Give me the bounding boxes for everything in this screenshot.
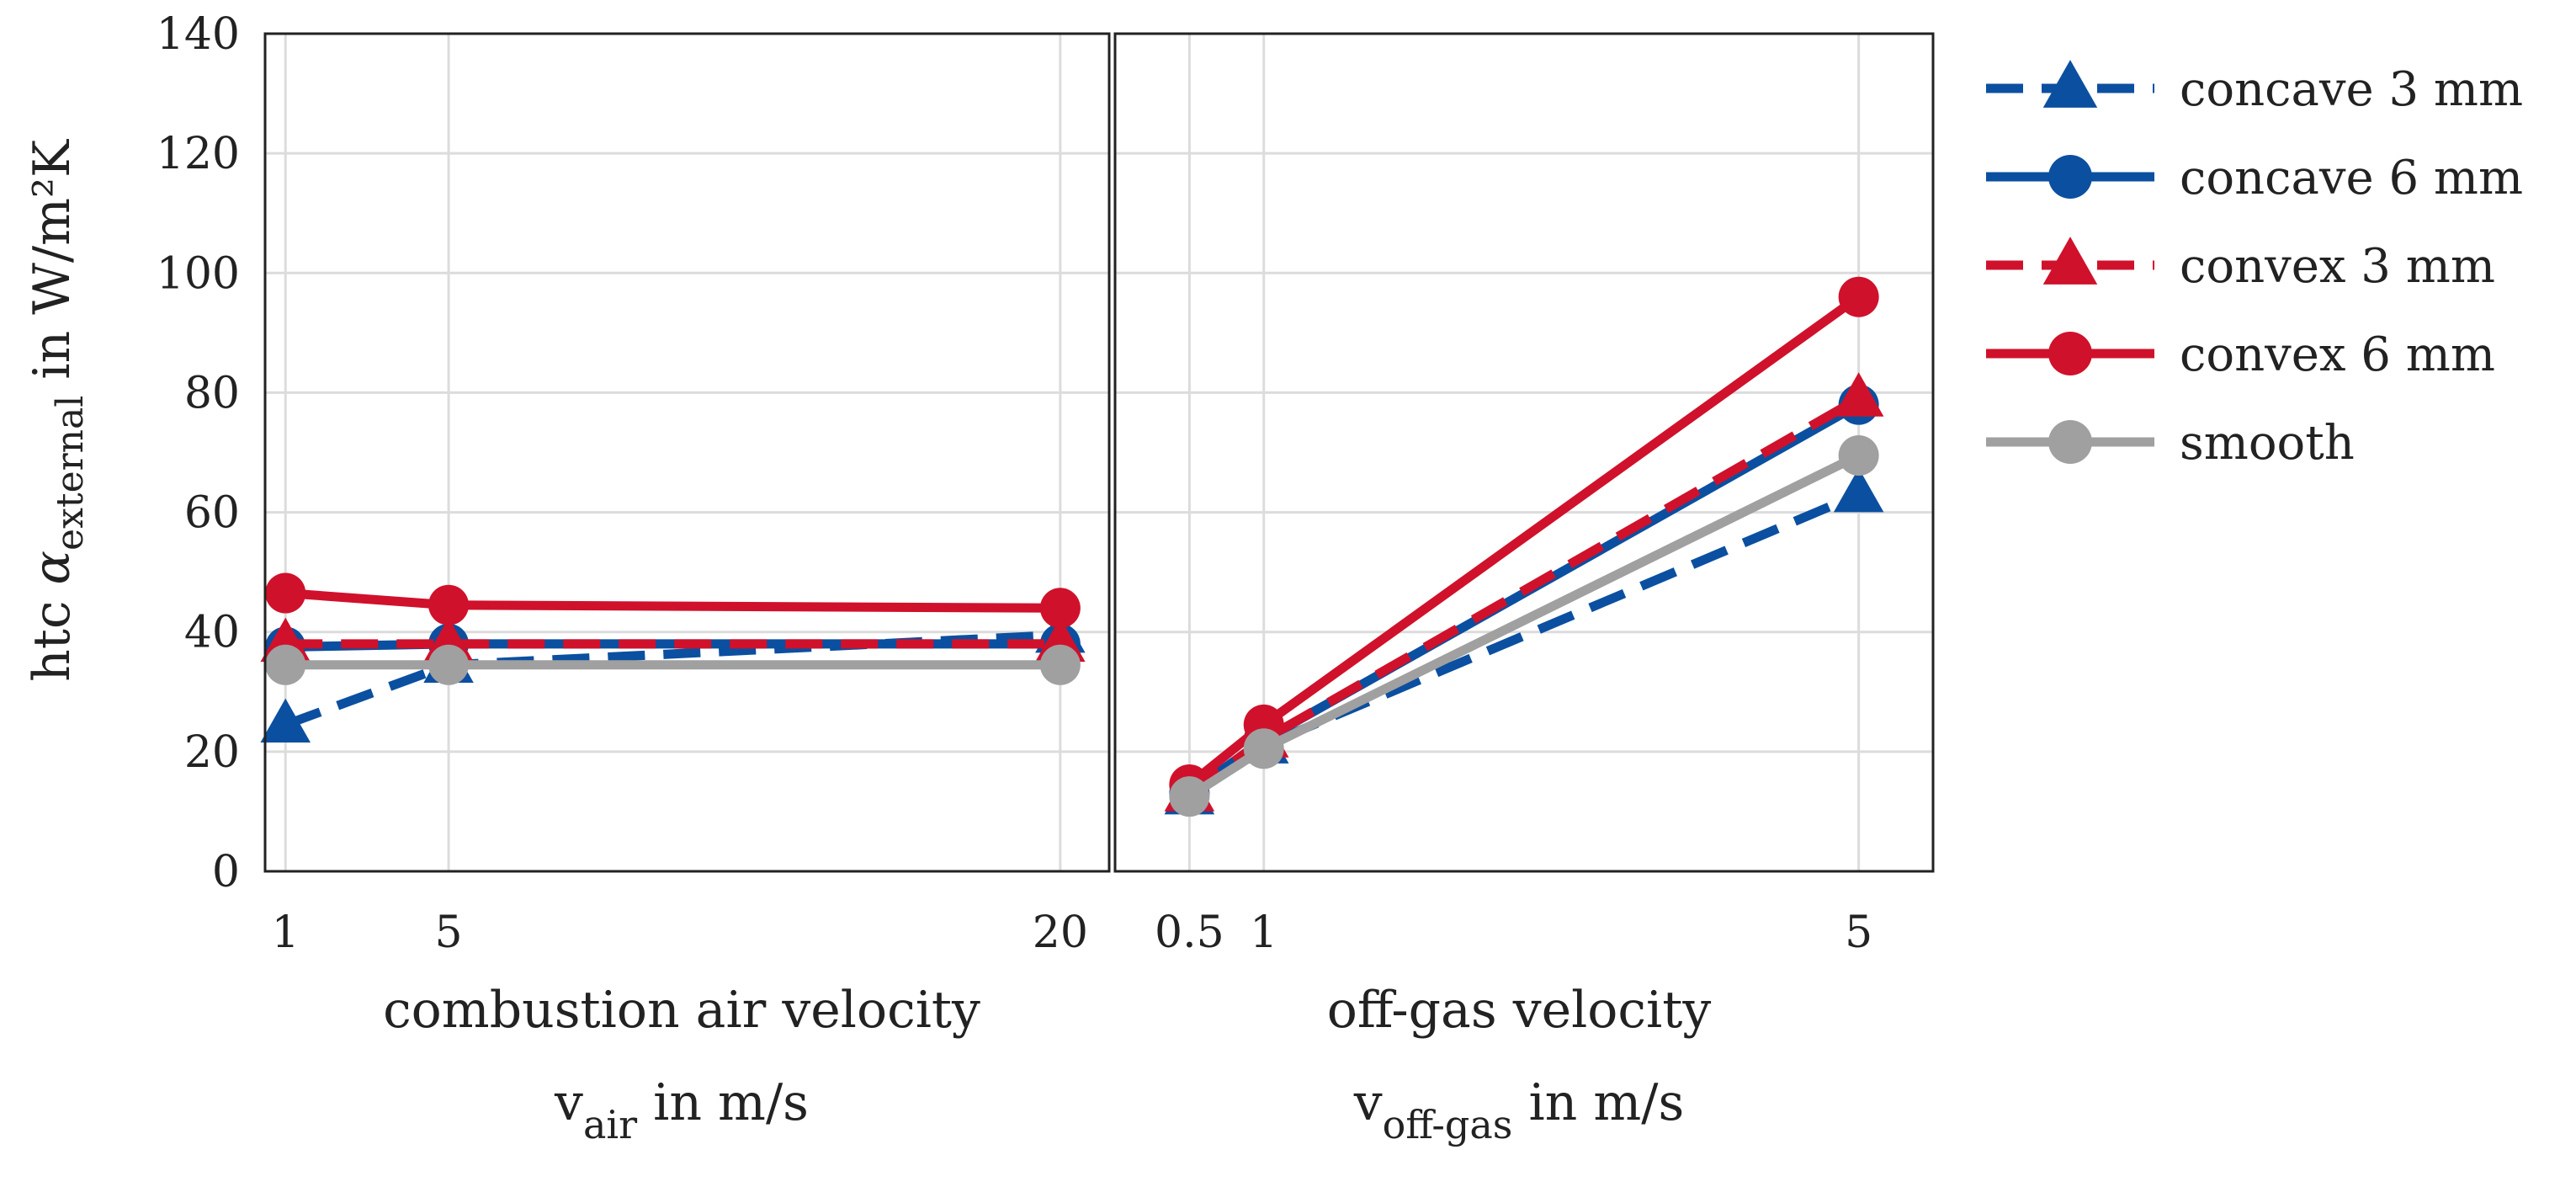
data-point	[1833, 372, 1884, 417]
y-tick-label: 80	[184, 368, 240, 418]
legend-item-concave-3-mm: concave 3 mm	[1986, 60, 2523, 117]
y-tick-label: 0	[212, 847, 240, 897]
y-tick-label: 140	[157, 9, 240, 60]
y-tick-label: 40	[184, 608, 240, 658]
data-point	[265, 644, 306, 685]
tick-layer: 1 5 20 0.5 1 5 0 20 40 60 80 100 120 140	[157, 9, 1872, 958]
x-tick-label: 1	[272, 908, 300, 958]
x-tick-label: 1	[1250, 908, 1277, 958]
data-point	[428, 584, 470, 625]
legend-label: convex 3 mm	[2180, 239, 2495, 294]
series-line	[284, 588, 1060, 613]
data-point	[1169, 776, 1210, 817]
y-tick-label: 20	[184, 727, 240, 778]
legend-label: concave 6 mm	[2180, 151, 2523, 205]
data-point	[265, 572, 306, 614]
legend-marker	[2048, 332, 2092, 375]
data-point	[1838, 435, 1879, 476]
legend-item-concave-6-mm: concave 6 mm	[1986, 151, 2523, 205]
data-point	[1039, 588, 1081, 629]
series-convex-6-mm-offgas	[1169, 276, 1879, 805]
series-line	[1187, 451, 1862, 801]
plot-frame-offgas	[1113, 32, 1935, 873]
x-tick-label: 0.5	[1155, 908, 1224, 958]
x-tick-label: 20	[1033, 908, 1088, 958]
legend-label: smooth	[2180, 416, 2355, 471]
legend-label: concave 3 mm	[2180, 62, 2523, 117]
legend: concave 3 mm concave 6 mm convex 3 mm conve…	[1986, 60, 2523, 471]
grid-layer	[265, 34, 1933, 871]
legend-item-convex-6-mm: convex 6 mm	[1986, 327, 2495, 382]
series-convex-6-mm-air	[265, 572, 1081, 629]
series-smooth-offgas	[1169, 435, 1879, 817]
series-smooth-air	[265, 644, 1081, 685]
series-layer	[260, 276, 1884, 817]
data-point	[1039, 644, 1081, 685]
plot-frame-air	[263, 32, 1111, 873]
y-axis-label: htc αexternal in W/m²K	[23, 139, 92, 682]
x-axis-label-offgas-line1: off-gas velocity	[1327, 981, 1712, 1040]
x-tick-label: 5	[434, 908, 462, 958]
data-point	[260, 698, 311, 743]
legend-item-smooth: smooth	[1986, 416, 2355, 471]
legend-marker	[2048, 420, 2092, 464]
data-point	[1838, 276, 1879, 317]
x-axis-label-air-line2: vair in m/s	[554, 1073, 809, 1147]
legend-marker	[2042, 237, 2098, 285]
legend-marker	[2048, 155, 2092, 199]
y-tick-label: 100	[157, 248, 240, 299]
legend-marker	[2042, 60, 2098, 108]
series-concave-3-mm-air	[260, 609, 1086, 743]
legend-label: convex 6 mm	[2180, 327, 2495, 382]
x-axis-label-air-line1: combustion air velocity	[383, 981, 980, 1040]
data-point	[428, 644, 470, 685]
x-tick-label: 5	[1845, 908, 1872, 958]
data-point	[1243, 728, 1284, 769]
frame-layer	[263, 32, 1935, 873]
y-tick-label: 120	[157, 129, 240, 179]
data-point	[1833, 468, 1884, 513]
x-axis-label-offgas-line2: voff-gas in m/s	[1353, 1073, 1685, 1147]
y-tick-label: 60	[184, 488, 240, 539]
legend-item-convex-3-mm: convex 3 mm	[1986, 237, 2495, 294]
